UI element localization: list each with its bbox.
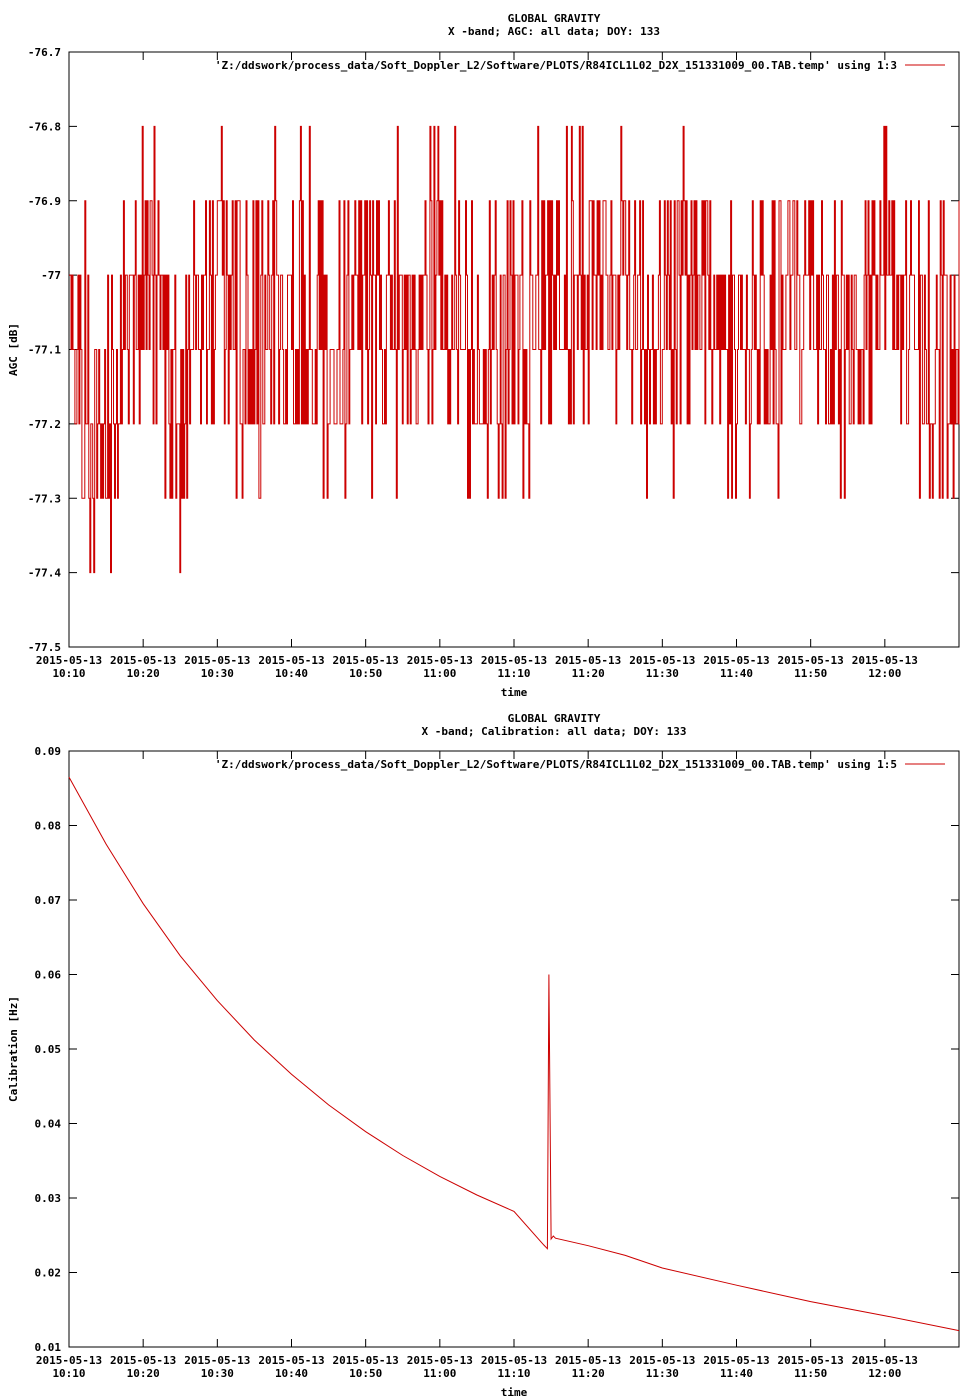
x-tick-time: 10:10 — [52, 667, 85, 680]
y-tick-label: 0.06 — [35, 969, 62, 982]
legend-label: 'Z:/ddswork/process_data/Soft_Doppler_L2… — [215, 758, 897, 771]
y-tick-label: 0.04 — [35, 1118, 62, 1131]
x-tick-date: 2015-05-13 — [481, 654, 547, 667]
y-tick-label: -77.1 — [28, 344, 61, 357]
x-tick-time: 11:40 — [720, 667, 753, 680]
x-tick-date: 2015-05-13 — [36, 654, 102, 667]
chart-subtitle: X -band; AGC: all data; DOY: 133 — [448, 25, 660, 38]
x-tick-date: 2015-05-13 — [481, 1354, 547, 1367]
y-axis-label: Calibration [Hz] — [7, 996, 20, 1102]
y-tick-label: -77.5 — [28, 641, 61, 654]
x-tick-time: 10:30 — [201, 667, 234, 680]
y-tick-label: -77.3 — [28, 492, 61, 505]
x-tick-time: 11:50 — [794, 1367, 827, 1380]
x-tick-date: 2015-05-13 — [184, 654, 250, 667]
y-tick-label: -77.2 — [28, 418, 61, 431]
plot-frame — [68, 750, 960, 1348]
x-tick-time: 11:30 — [646, 667, 679, 680]
x-tick-date: 2015-05-13 — [258, 1354, 324, 1367]
y-tick-label: 0.07 — [35, 894, 62, 907]
x-tick-date: 2015-05-13 — [407, 654, 473, 667]
x-axis-label: time — [501, 686, 528, 699]
x-tick-date: 2015-05-13 — [703, 654, 769, 667]
x-tick-time: 11:10 — [497, 667, 530, 680]
x-tick-date: 2015-05-13 — [184, 1354, 250, 1367]
x-tick-date: 2015-05-13 — [555, 1354, 621, 1367]
x-tick-time: 11:50 — [794, 667, 827, 680]
x-tick-time: 10:20 — [127, 1367, 160, 1380]
x-tick-time: 10:30 — [201, 1367, 234, 1380]
x-tick-time: 10:50 — [349, 667, 382, 680]
chart-title: GLOBAL GRAVITY — [508, 712, 601, 725]
y-tick-label: -77 — [41, 269, 61, 282]
x-tick-time: 10:50 — [349, 1367, 382, 1380]
chart-title: GLOBAL GRAVITY — [508, 12, 601, 25]
x-tick-date: 2015-05-13 — [629, 1354, 695, 1367]
x-tick-date: 2015-05-13 — [852, 654, 918, 667]
y-axis-label: AGC [dB] — [7, 323, 20, 376]
x-tick-date: 2015-05-13 — [110, 654, 176, 667]
y-tick-label: 0.09 — [35, 745, 62, 758]
x-tick-date: 2015-05-13 — [555, 654, 621, 667]
x-tick-time: 10:40 — [275, 1367, 308, 1380]
x-tick-time: 11:00 — [423, 1367, 456, 1380]
y-tick-label: 0.03 — [35, 1192, 62, 1205]
x-tick-date: 2015-05-13 — [36, 1354, 102, 1367]
x-tick-time: 11:20 — [572, 1367, 605, 1380]
x-tick-date: 2015-05-13 — [629, 654, 695, 667]
x-tick-date: 2015-05-13 — [852, 1354, 918, 1367]
y-tick-label: -77.4 — [28, 567, 61, 580]
x-tick-time: 12:00 — [868, 667, 901, 680]
x-axis-label: time — [501, 1386, 528, 1399]
x-tick-date: 2015-05-13 — [333, 654, 399, 667]
x-tick-date: 2015-05-13 — [407, 1354, 473, 1367]
legend-label: 'Z:/ddswork/process_data/Soft_Doppler_L2… — [215, 59, 897, 72]
x-tick-time: 12:00 — [868, 1367, 901, 1380]
x-tick-date: 2015-05-13 — [703, 1354, 769, 1367]
x-tick-time: 10:40 — [275, 667, 308, 680]
agc-series-line — [69, 125, 960, 574]
x-tick-date: 2015-05-13 — [778, 1354, 844, 1367]
x-tick-time: 11:20 — [572, 667, 605, 680]
x-tick-date: 2015-05-13 — [258, 654, 324, 667]
y-tick-label: 0.01 — [35, 1341, 62, 1354]
y-tick-label: -76.7 — [28, 46, 61, 59]
y-tick-label: 0.02 — [35, 1267, 62, 1280]
chart-subtitle: X -band; Calibration: all data; DOY: 133 — [422, 725, 687, 738]
x-tick-date: 2015-05-13 — [110, 1354, 176, 1367]
x-tick-time: 11:00 — [423, 667, 456, 680]
x-tick-time: 11:30 — [646, 1367, 679, 1380]
x-tick-time: 10:20 — [127, 667, 160, 680]
y-tick-label: 0.05 — [35, 1043, 62, 1056]
y-tick-label: -76.9 — [28, 195, 61, 208]
y-tick-label: 0.08 — [35, 820, 62, 833]
x-tick-time: 11:10 — [497, 1367, 530, 1380]
x-tick-date: 2015-05-13 — [778, 654, 844, 667]
x-tick-time: 10:10 — [52, 1367, 85, 1380]
x-tick-date: 2015-05-13 — [333, 1354, 399, 1367]
x-tick-time: 11:40 — [720, 1367, 753, 1380]
y-tick-label: -76.8 — [28, 120, 61, 133]
calibration-series-line — [68, 776, 960, 1332]
